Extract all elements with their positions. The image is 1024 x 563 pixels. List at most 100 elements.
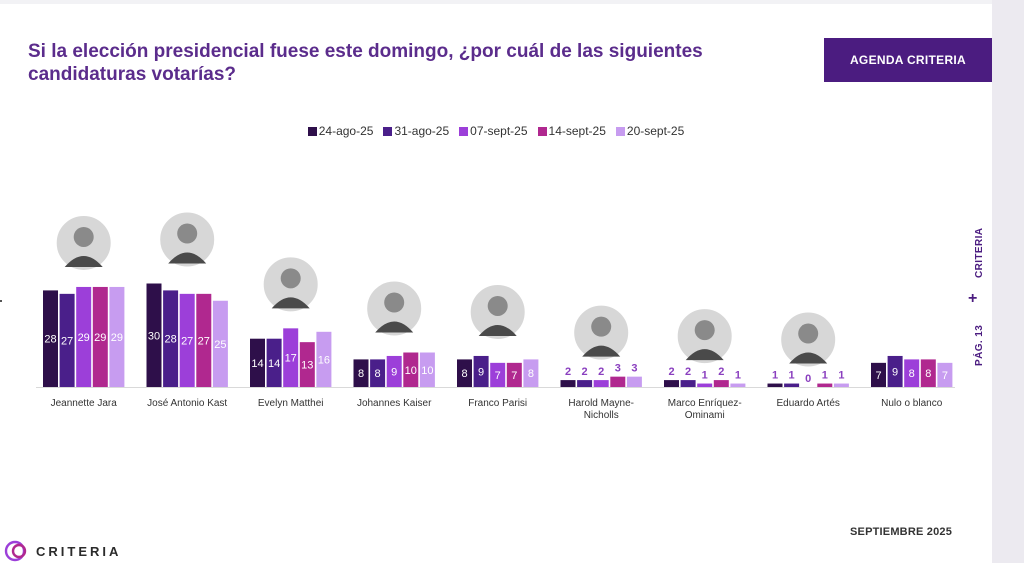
candidate-avatar [779, 310, 838, 369]
category-label: Evelyn Matthei [258, 398, 324, 409]
data-label: 3 [631, 363, 637, 375]
legend-item-31-ago-25: 31-ago-25 [383, 124, 449, 138]
bar-24-ago-25-7 [767, 383, 783, 387]
bar-20-sept-25-3 [419, 352, 435, 387]
bar-07-sept-25-2 [283, 328, 299, 387]
candidate-avatar [54, 213, 113, 272]
legend-swatch [537, 126, 547, 136]
footer-brand: CRITERIA [4, 540, 121, 562]
bar-31-ago-25-8 [887, 355, 903, 387]
data-label: 1 [735, 370, 741, 382]
right-frame [992, 0, 1024, 563]
data-label: 1 [838, 370, 844, 382]
candidate-avatar [365, 279, 424, 338]
data-label: 8 [528, 368, 534, 380]
bar-14-sept-25-7 [817, 383, 833, 387]
bar-07-sept-25-3 [386, 355, 402, 387]
data-label: 8 [358, 368, 364, 380]
bar-31-ago-25-7 [784, 383, 800, 387]
data-label: 7 [942, 370, 948, 382]
bar-20-sept-25-8 [937, 362, 953, 387]
data-label: 27 [181, 335, 193, 347]
legend-item-20-sept-25: 20-sept-25 [615, 124, 684, 138]
data-label: 0 [805, 373, 811, 385]
data-label: 28 [164, 334, 176, 346]
bar-14-sept-25-5 [610, 376, 626, 387]
bar-24-ago-25-3 [353, 359, 369, 387]
data-label: 27 [61, 335, 73, 347]
chart-legend: 24-ago-25 31-ago-25 07-sept-25 14-sept-25 20… [0, 124, 992, 138]
bar-20-sept-25-6 [730, 383, 746, 387]
bar-31-ago-25-5 [577, 380, 593, 387]
data-label: 7 [511, 370, 517, 382]
legend-label: 31-ago-25 [394, 124, 450, 138]
data-label: 2 [598, 366, 604, 378]
data-label: 8 [909, 368, 915, 380]
bar-31-ago-25-3 [370, 359, 386, 387]
legend-label: 14-sept-25 [548, 124, 606, 138]
bar-31-ago-25-0 [59, 293, 75, 387]
report-month: SEPTIEMBRE 2025 [850, 526, 953, 538]
data-label: 28 [44, 334, 56, 346]
sidebar-brand: CRITERIA [974, 227, 985, 278]
legend-label: 24-ago-25 [318, 124, 374, 138]
bar-31-ago-25-1 [163, 290, 179, 387]
bar-31-ago-25-2 [266, 338, 282, 387]
legend-item-14-sept-25: 14-sept-25 [537, 124, 606, 138]
data-label: 1 [789, 370, 795, 382]
bar-20-sept-25-5 [626, 376, 642, 387]
bar-20-sept-25-2 [316, 331, 332, 387]
data-label: 13 [301, 360, 313, 372]
legend-item-24-ago-25: 24-ago-25 [307, 124, 374, 138]
bar-31-ago-25-4 [473, 355, 489, 387]
data-label: 10 [421, 365, 433, 377]
bar-24-ago-25-1 [146, 283, 162, 387]
bar-20-sept-25-1 [212, 300, 228, 387]
data-label: 27 [198, 335, 210, 347]
bar-20-sept-25-4 [523, 359, 539, 387]
bar-14-sept-25-3 [403, 352, 419, 387]
data-label: 25 [214, 339, 226, 351]
data-label: 1 [702, 370, 708, 382]
data-label: 9 [391, 366, 397, 378]
bar-14-sept-25-8 [920, 359, 936, 387]
bar-14-sept-25-1 [196, 293, 212, 387]
bar-14-sept-25-2 [299, 342, 315, 387]
sidebar-page-number: PÁG. 13 [974, 324, 985, 366]
bar-14-sept-25-4 [506, 362, 522, 387]
category-label: Franco Parisi [468, 398, 527, 409]
bar-07-sept-25-0 [76, 286, 92, 387]
bar-14-sept-25-0 [92, 286, 108, 387]
bar-24-ago-25-2 [250, 338, 265, 387]
data-label: 29 [78, 332, 90, 344]
data-label: 17 [285, 353, 297, 365]
bar-20-sept-25-0 [109, 286, 125, 387]
data-label: 2 [565, 366, 571, 378]
candidate-avatar [468, 282, 527, 341]
bar-20-sept-25-7 [833, 383, 849, 387]
data-label: 2 [685, 366, 691, 378]
legend-swatch [307, 126, 317, 136]
category-label: Nicholls [584, 410, 619, 421]
bar-24-ago-25-6 [664, 380, 679, 387]
category-label: Harold Mayne- [568, 398, 634, 409]
data-label: 29 [94, 332, 106, 344]
data-label: 9 [892, 366, 898, 378]
top-strip [0, 0, 1024, 4]
data-label: 9 [478, 366, 484, 378]
candidate-avatar [261, 255, 320, 314]
bar-24-ago-25-0 [43, 290, 58, 387]
data-label: 29 [111, 332, 123, 344]
bar-24-ago-25-4 [457, 359, 472, 387]
data-label: 2 [668, 366, 674, 378]
bar-07-sept-25-1 [179, 293, 195, 387]
data-label: 7 [875, 370, 881, 382]
legend-label: 07-sept-25 [470, 124, 528, 138]
bar-14-sept-25-6 [713, 380, 729, 387]
bar-07-sept-25-6 [697, 383, 713, 387]
bar-24-ago-25-5 [560, 380, 576, 387]
category-label: Nulo o blanco [881, 398, 943, 409]
data-label: 14 [268, 358, 280, 370]
data-label: 2 [718, 366, 724, 378]
